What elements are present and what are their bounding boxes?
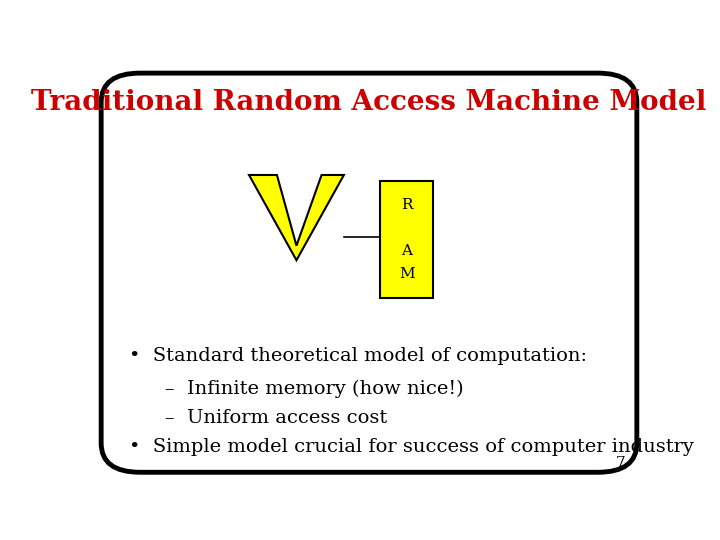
Text: Traditional Random Access Machine Model: Traditional Random Access Machine Model [31, 89, 707, 116]
Polygon shape [249, 175, 344, 260]
Bar [380, 181, 433, 298]
Text: –  Infinite memory (how nice!): – Infinite memory (how nice!) [145, 380, 464, 398]
Text: –  Uniform access cost: – Uniform access cost [145, 409, 387, 427]
Text: •  Standard theoretical model of computation:: • Standard theoretical model of computat… [129, 347, 587, 365]
Text: •  Simple model crucial for success of computer industry: • Simple model crucial for success of co… [129, 438, 694, 456]
Text: R

A
M: R A M [399, 198, 415, 281]
FancyBboxPatch shape [101, 73, 637, 472]
Text: 7: 7 [616, 456, 626, 470]
